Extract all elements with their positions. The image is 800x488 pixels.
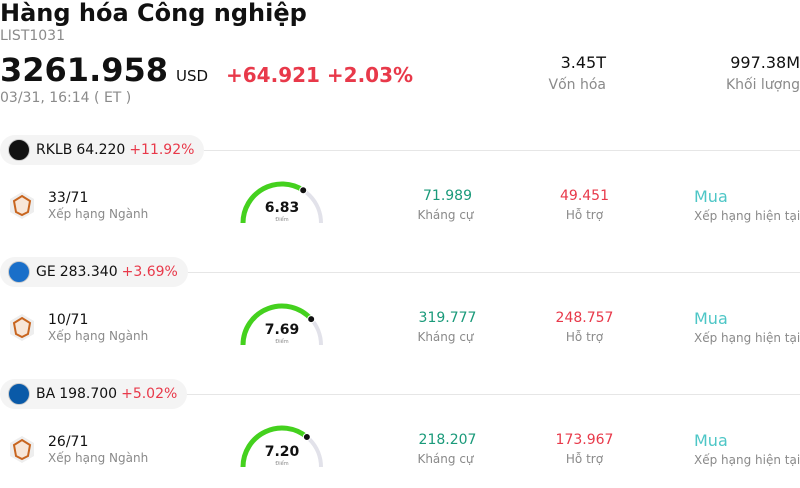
score-label: Điểm [275, 339, 289, 345]
stock-pill[interactable]: RKLB 64.220 +11.92% [0, 135, 205, 165]
stock-pill[interactable]: BA 198.700 +5.02% [0, 379, 188, 409]
gauge-dot [302, 432, 311, 441]
score: 6.83 [264, 200, 300, 216]
rating: Mua [694, 309, 728, 328]
rating: Mua [694, 431, 728, 450]
logo [8, 383, 30, 405]
code: LIST1031 [0, 28, 65, 44]
rank: 26/71 [48, 434, 89, 450]
stock-price: 283.340 [59, 264, 118, 280]
stock-price: 198.700 [59, 386, 118, 402]
ticker: GE [36, 264, 56, 280]
rank-icon [10, 192, 34, 219]
rank: 33/71 [48, 190, 89, 206]
support: 173.967 [555, 432, 614, 448]
score-gauge [240, 181, 323, 224]
stock-change: +5.02% [121, 386, 178, 402]
score-label: Điểm [275, 217, 289, 223]
shield [12, 316, 32, 339]
stock-change: +11.92% [129, 142, 195, 158]
stat-label: Vốn hóa [548, 77, 606, 93]
change-value: +64.921 [226, 63, 320, 87]
resistance-label: Kháng cự [417, 208, 474, 222]
price: 3261.958 [0, 51, 169, 89]
gauge-fill [240, 425, 309, 468]
shield [12, 194, 32, 217]
score-gauge [240, 303, 323, 346]
rank-label: Xếp hạng Ngành [48, 451, 149, 465]
stat-value: 997.38M [730, 53, 800, 72]
support-label: Hỗ trợ [565, 452, 604, 466]
support: 248.757 [555, 310, 614, 326]
rating-label: Xếp hạng hiện tại [694, 453, 800, 467]
stock-change: +3.69% [121, 264, 178, 280]
rating-label: Xếp hạng hiện tại [694, 209, 800, 223]
score-gauge [240, 425, 323, 468]
ticker: RKLB [36, 142, 73, 158]
gauge-fill [240, 181, 305, 224]
timestamp: 03/31, 16:14 ( ET ) [0, 90, 132, 106]
stat-value: 3.45T [560, 53, 606, 72]
resistance-label: Kháng cự [417, 452, 474, 466]
rating-label: Xếp hạng hiện tại [694, 331, 800, 345]
rank-icon [10, 436, 34, 463]
support-label: Hỗ trợ [565, 208, 604, 222]
score: 7.69 [264, 322, 300, 338]
rank-icon [10, 314, 34, 341]
ticker: BA [36, 386, 56, 402]
resistance-label: Kháng cự [417, 330, 474, 344]
separator [204, 150, 800, 151]
score: 7.20 [264, 444, 300, 460]
resistance: 71.989 [423, 188, 472, 204]
separator [188, 272, 800, 273]
support-label: Hỗ trợ [565, 330, 604, 344]
rank-label: Xếp hạng Ngành [48, 207, 149, 221]
rank: 10/71 [48, 312, 89, 328]
resistance: 319.777 [418, 310, 477, 326]
gauge-dot [299, 186, 308, 195]
gauge-dot [307, 315, 316, 324]
stock-pill[interactable]: GE 283.340 +3.69% [0, 257, 188, 287]
rank-label: Xếp hạng Ngành [48, 329, 149, 343]
change: +64.921 +2.03% [226, 63, 413, 87]
rating: Mua [694, 187, 728, 206]
logo [8, 261, 30, 283]
gauge-fill [240, 303, 314, 346]
title: Hàng hóa Công nghiệp [0, 0, 307, 27]
logo [8, 139, 30, 161]
currency: USD [176, 67, 209, 85]
shield [12, 438, 32, 461]
separator [187, 394, 800, 395]
resistance: 218.207 [418, 432, 477, 448]
change-percent: +2.03% [326, 63, 414, 87]
support: 49.451 [560, 188, 609, 204]
score-label: Điểm [275, 461, 289, 467]
stock-price: 64.220 [76, 142, 126, 158]
stat-label: Khối lượng [725, 77, 800, 93]
